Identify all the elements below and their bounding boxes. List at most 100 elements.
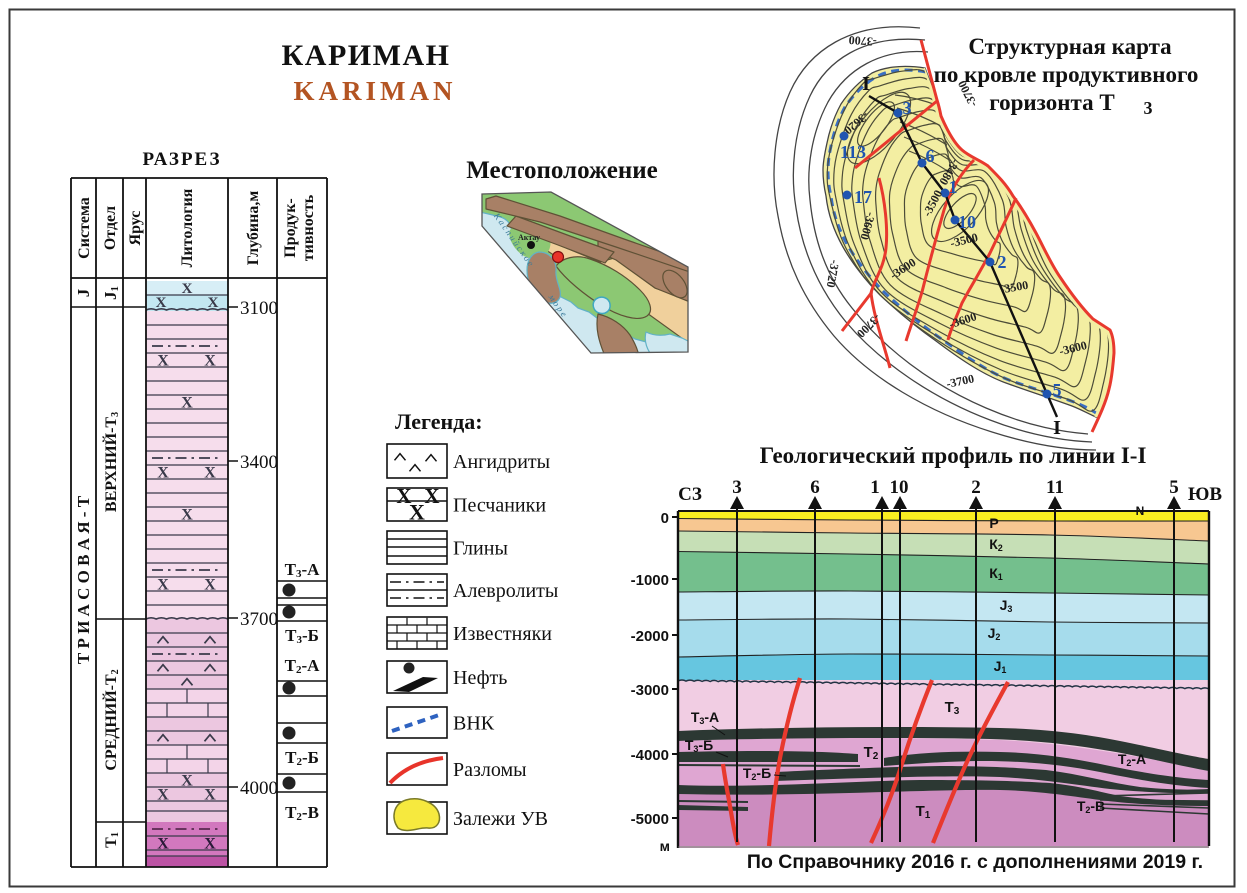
svg-text:10: 10 <box>890 477 909 498</box>
svg-text:KARIMAN: KARIMAN <box>294 76 457 106</box>
svg-text:2: 2 <box>971 477 981 498</box>
svg-text:17: 17 <box>854 187 872 207</box>
svg-text:Известняки: Известняки <box>453 623 552 645</box>
svg-text:X: X <box>182 281 193 297</box>
svg-text:Алевролиты: Алевролиты <box>453 580 558 602</box>
svg-text:ЮВ: ЮВ <box>1188 484 1222 505</box>
svg-text:ВНК: ВНК <box>453 713 495 735</box>
svg-text:X: X <box>204 576 216 593</box>
svg-text:Т2-В: Т2-В <box>285 803 319 823</box>
svg-text:X: X <box>181 772 193 789</box>
svg-text:-4000: -4000 <box>631 747 669 764</box>
svg-text:Актау: Актау <box>518 233 540 242</box>
svg-text:СЗ: СЗ <box>678 484 702 505</box>
svg-text:по кровле продуктивного: по кровле продуктивного <box>934 62 1199 87</box>
svg-text:Продук-: Продук- <box>282 198 299 258</box>
svg-text:-3600: -3600 <box>857 211 878 242</box>
svg-text:X: X <box>396 484 411 508</box>
svg-text:Т2-А: Т2-А <box>285 656 321 676</box>
svg-text:-5000: -5000 <box>631 811 669 828</box>
svg-text:X: X <box>409 500 425 525</box>
svg-text:11: 11 <box>1046 477 1064 498</box>
svg-text:3400: 3400 <box>240 452 278 473</box>
svg-text:-3500: -3500 <box>999 278 1029 297</box>
svg-text:5: 5 <box>1169 477 1179 498</box>
svg-text:113: 113 <box>840 142 866 162</box>
svg-text:1: 1 <box>949 177 958 197</box>
svg-text:Структурная карта: Структурная карта <box>968 34 1172 59</box>
svg-text:6: 6 <box>926 146 935 166</box>
svg-text:2: 2 <box>998 252 1007 272</box>
svg-text:-1000: -1000 <box>631 572 669 589</box>
svg-text:Т3-А: Т3-А <box>285 560 321 580</box>
svg-text:Т3-А: Т3-А <box>691 709 719 726</box>
svg-text:Нефть: Нефть <box>453 667 507 689</box>
svg-text:Т2-А: Т2-А <box>1118 751 1146 768</box>
svg-text:Т2-В: Т2-В <box>1077 798 1105 815</box>
svg-text:Т2-Б: Т2-Б <box>743 765 771 782</box>
svg-text:X: X <box>424 484 439 508</box>
svg-text:-2000: -2000 <box>631 628 669 645</box>
svg-text:-3500: -3500 <box>949 230 980 250</box>
svg-text:1: 1 <box>870 477 880 498</box>
svg-text:P: P <box>989 515 998 531</box>
svg-text:Т Р И А С О В А Я - Т: Т Р И А С О В А Я - Т <box>74 495 93 664</box>
svg-text:-3720: -3720 <box>824 259 843 289</box>
svg-text:Ярус: Ярус <box>127 211 144 246</box>
svg-text:X: X <box>208 295 219 311</box>
svg-text:3: 3 <box>732 477 742 498</box>
svg-text:X: X <box>157 576 169 593</box>
svg-text:I: I <box>1053 417 1061 439</box>
svg-text:Глубина,м: Глубина,м <box>245 191 262 266</box>
svg-text:4000: 4000 <box>240 778 278 799</box>
svg-text:0: 0 <box>661 510 669 527</box>
svg-text:X: X <box>181 394 193 411</box>
svg-text:Литология: Литология <box>179 188 196 267</box>
svg-text:X: X <box>204 352 216 369</box>
svg-text:J: J <box>74 288 93 297</box>
svg-text:I: I <box>862 73 870 95</box>
svg-text:X: X <box>157 786 169 803</box>
svg-text:Залежи УВ: Залежи УВ <box>453 808 548 830</box>
svg-text:3: 3 <box>1144 98 1153 118</box>
svg-text:горизонта Т: горизонта Т <box>989 90 1114 115</box>
svg-text:Ангидриты: Ангидриты <box>453 451 550 473</box>
svg-text:X: X <box>156 295 167 311</box>
svg-text:Песчаники: Песчаники <box>453 495 546 517</box>
svg-text:КАРИМАН: КАРИМАН <box>282 39 451 72</box>
svg-text:Т2-Б: Т2-Б <box>285 748 319 768</box>
svg-text:3100: 3100 <box>240 298 278 319</box>
svg-text:СРЕДНИЙ-Т2: СРЕДНИЙ-Т2 <box>101 669 121 770</box>
svg-text:Т3-Б: Т3-Б <box>285 626 319 646</box>
svg-text:Система: Система <box>76 197 93 259</box>
svg-text:-3700: -3700 <box>945 371 975 391</box>
svg-text:Разломы: Разломы <box>453 759 527 781</box>
svg-text:X: X <box>204 464 216 481</box>
svg-text:-3700: -3700 <box>848 33 877 49</box>
svg-text:X: X <box>181 506 193 523</box>
svg-text:Отдел: Отдел <box>102 206 119 250</box>
svg-text:6: 6 <box>810 477 820 498</box>
svg-text:3700: 3700 <box>240 609 278 630</box>
svg-text:Глины: Глины <box>453 538 508 560</box>
svg-text:Т3-Б: Т3-Б <box>685 737 713 754</box>
svg-text:-3600: -3600 <box>1058 338 1089 358</box>
svg-text:По Справочнику 2016 г. с допол: По Справочнику 2016 г. с дополнениями 20… <box>747 851 1203 873</box>
svg-text:тивность: тивность <box>300 194 317 261</box>
svg-text:Легенда:: Легенда: <box>395 409 483 434</box>
svg-text:10: 10 <box>958 212 976 232</box>
svg-text:м: м <box>660 838 670 854</box>
svg-text:-3000: -3000 <box>631 682 669 699</box>
svg-text:N: N <box>1136 504 1145 518</box>
svg-text:3: 3 <box>903 98 912 118</box>
svg-text:Геологический профиль по линии: Геологический профиль по линии I-I <box>760 443 1147 468</box>
svg-text:X: X <box>204 786 216 803</box>
svg-text:X: X <box>204 835 216 852</box>
svg-text:ВЕРХНИЙ-Т3: ВЕРХНИЙ-Т3 <box>101 412 121 512</box>
svg-text:X: X <box>157 352 169 369</box>
svg-text:X: X <box>157 835 169 852</box>
svg-text:Местоположение: Местоположение <box>466 157 658 184</box>
svg-text:РАЗРЕЗ: РАЗРЕЗ <box>143 149 222 170</box>
svg-text:5: 5 <box>1053 380 1062 400</box>
svg-text:X: X <box>157 464 169 481</box>
